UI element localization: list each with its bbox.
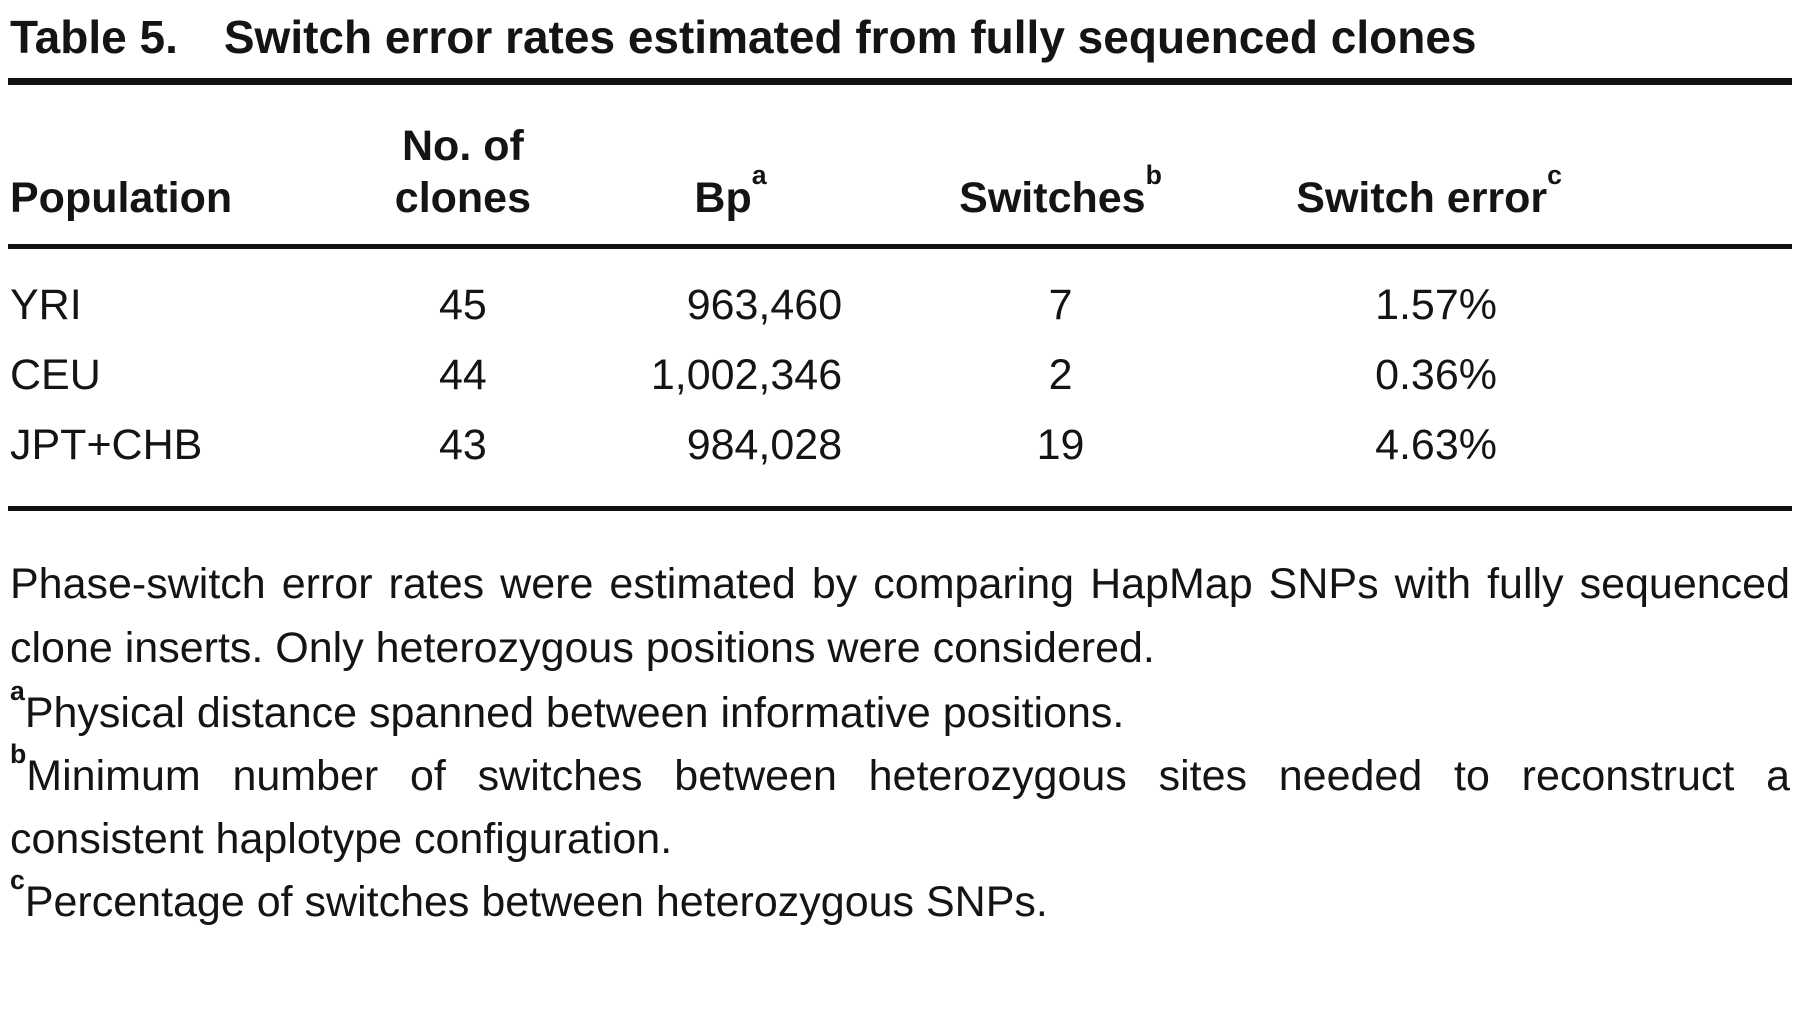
cell-population: YRI [10, 281, 82, 330]
general-note: Phase-switch error rates were estimated … [10, 560, 1790, 672]
column-header-population: Population [8, 85, 347, 250]
footnote-c-text: Percentage of switches between heterozyg… [24, 878, 1048, 927]
header-superscript: c [1547, 160, 1562, 191]
cell-clones: 44 [438, 350, 487, 399]
cell-population: JPT+CHB [8, 410, 347, 512]
column-header-clones: No. of clones [346, 85, 579, 250]
cell-clones: 43 [346, 410, 579, 512]
table-header-row: Population No. of clones Bpa Switchesb S… [8, 85, 1792, 250]
cell-bp: 1,002,346 [650, 350, 843, 399]
table-row: YRI 45 963,460 7 1.57% [8, 247, 1792, 341]
cell-switches: 2 [1048, 350, 1073, 399]
footnote-a-text: Physical distance spanned between inform… [24, 688, 1125, 737]
column-header-switches: Switchesb [882, 85, 1239, 250]
table-caption: Table 5. Switch error rates estimated fro… [8, 6, 1792, 85]
cell-clones: 45 [438, 281, 487, 330]
cell-switches: 7 [1048, 281, 1073, 330]
cell-bp: 984,028 [578, 410, 883, 512]
table-notes: Phase-switch error rates were estimated … [8, 553, 1792, 934]
cell-bp: 963,460 [686, 281, 843, 330]
cell-switch-error: 4.63% [1238, 410, 1792, 512]
cell-population: CEU [10, 350, 101, 399]
header-superscript: b [1145, 160, 1162, 191]
cell-switch-error: 0.36% [1375, 350, 1497, 399]
footnote-b: bMinimum number of switches between hete… [10, 740, 1790, 871]
table-number-label: Table 5. [10, 11, 178, 63]
footnote-a-superscript: a [10, 675, 25, 706]
footnote-c: cPercentage of switches between heterozy… [10, 867, 1790, 934]
cell-switch-error: 1.57% [1375, 281, 1497, 330]
switch-error-table: Population No. of clones Bpa Switchesb S… [8, 85, 1792, 512]
column-header-switch-error: Switch errorc [1238, 85, 1792, 250]
footnote-b-superscript: b [10, 738, 27, 769]
footnote-a: aPhysical distance spanned between infor… [10, 677, 1790, 745]
table-title: Switch error rates estimated from fully … [223, 11, 1477, 63]
table-row: CEU 44 1,002,346 2 0.36% [8, 341, 1792, 411]
footnote-b-text: Minimum number of switches between heter… [10, 752, 1790, 864]
table-row: JPT+CHB 43 984,028 19 4.63% [8, 410, 1792, 512]
cell-switches: 19 [882, 410, 1239, 512]
column-header-bp: Bpa [578, 85, 883, 250]
header-superscript: a [751, 160, 767, 191]
footnote-c-superscript: c [10, 865, 25, 896]
